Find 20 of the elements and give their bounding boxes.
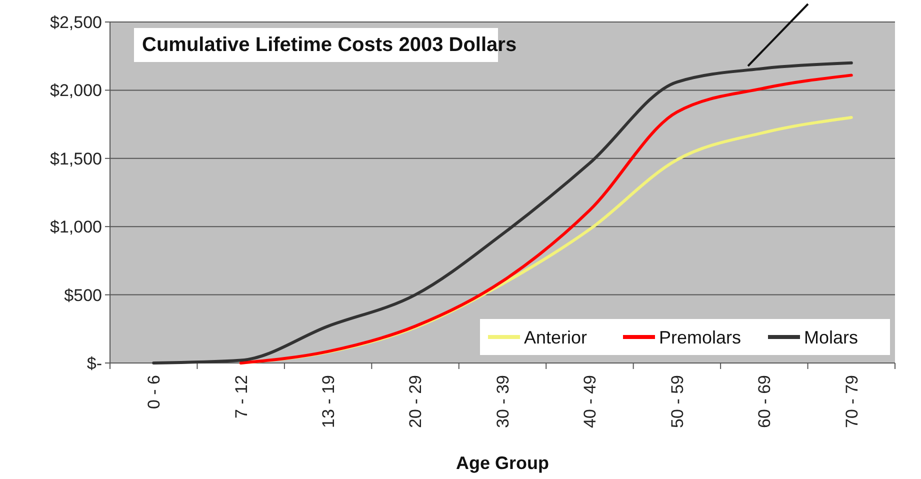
x-tick-label: 7 - 12 [232, 375, 251, 418]
x-tick-label: 70 - 79 [842, 375, 862, 428]
x-tick-label: 60 - 69 [755, 375, 774, 428]
x-tick-label: 0 - 6 [144, 375, 164, 410]
y-tick-label: $2,500 [50, 12, 102, 32]
y-tick-label: $500 [64, 286, 102, 305]
x-tick-label: 50 - 59 [668, 375, 687, 428]
x-tick-label: 13 - 19 [319, 375, 338, 428]
y-tick-label: $1,500 [50, 149, 102, 168]
x-tick-label: 20 - 29 [406, 375, 426, 428]
y-tick-label: $- [86, 354, 102, 373]
x-tick-label: 30 - 39 [493, 375, 512, 428]
y-tick-label: $1,000 [50, 218, 102, 237]
legend-label: Molars [804, 327, 858, 348]
legend-label: Anterior [524, 327, 588, 348]
y-tick-label: $2,000 [50, 81, 102, 100]
legend-label: Premolars [659, 327, 742, 348]
x-axis-title: Age Group [456, 453, 549, 473]
text: Cumulative Lifetime Costs 2003 Dollars [142, 34, 517, 56]
x-tick-label: 40 - 49 [580, 375, 600, 428]
